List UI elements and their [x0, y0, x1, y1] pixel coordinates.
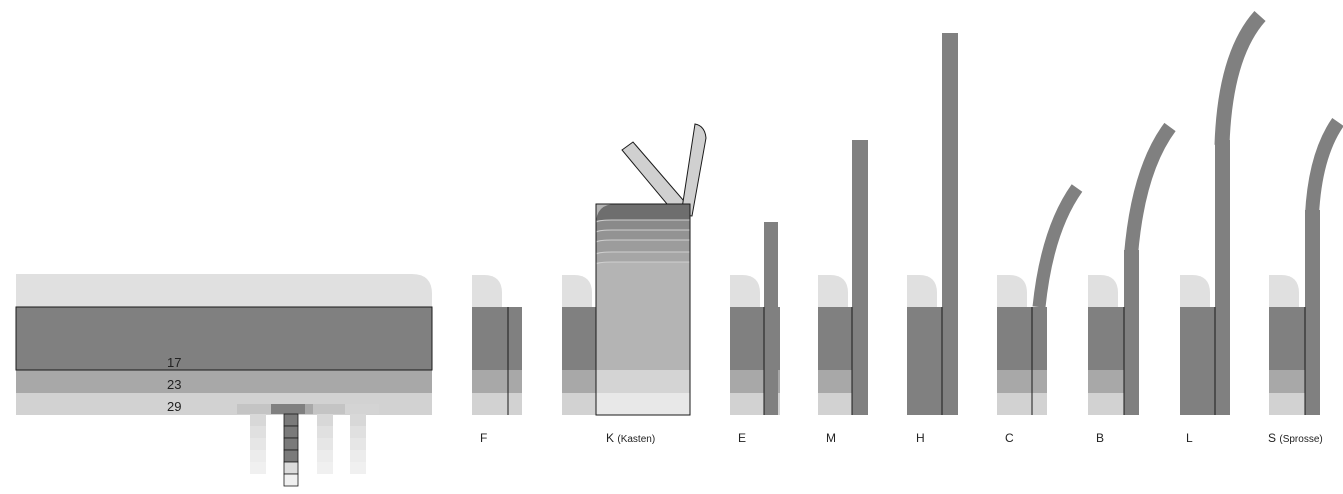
profile-m [818, 140, 868, 415]
layer-label-17: 17 [167, 355, 181, 370]
peg-column-1 [250, 414, 266, 474]
profile-f [472, 275, 522, 415]
label-f: F [480, 431, 487, 445]
label-m: M [826, 431, 836, 445]
profile-s [1269, 117, 1343, 415]
profile-l [1180, 10, 1266, 415]
profile-b [1088, 122, 1176, 415]
label-c: C [1005, 431, 1014, 445]
layer-17 [15, 306, 433, 371]
profile-h [907, 33, 958, 415]
layer-23 [16, 370, 432, 393]
peg-column-2 [283, 413, 299, 487]
kasten-lid-right [680, 123, 707, 217]
label-s: S (Sprosse) [1268, 431, 1323, 445]
label-k: K (Kasten) [606, 431, 655, 445]
label-h: H [916, 431, 925, 445]
peg-column-4 [350, 414, 366, 474]
label-l: L [1186, 431, 1193, 445]
layer-label-29: 29 [167, 399, 181, 414]
cross-section: 17 23 29 [15, 274, 433, 487]
profile-k [562, 123, 707, 416]
label-e: E [738, 431, 746, 445]
profile-labels: F K (Kasten) E M H C B L S (Sprosse) [480, 431, 1323, 445]
layer-label-23: 23 [167, 377, 181, 392]
cross-section-cap [16, 274, 432, 307]
label-b: B [1096, 431, 1104, 445]
peg-column-3 [317, 414, 333, 474]
profile-e [730, 222, 780, 415]
profile-c [997, 184, 1083, 415]
